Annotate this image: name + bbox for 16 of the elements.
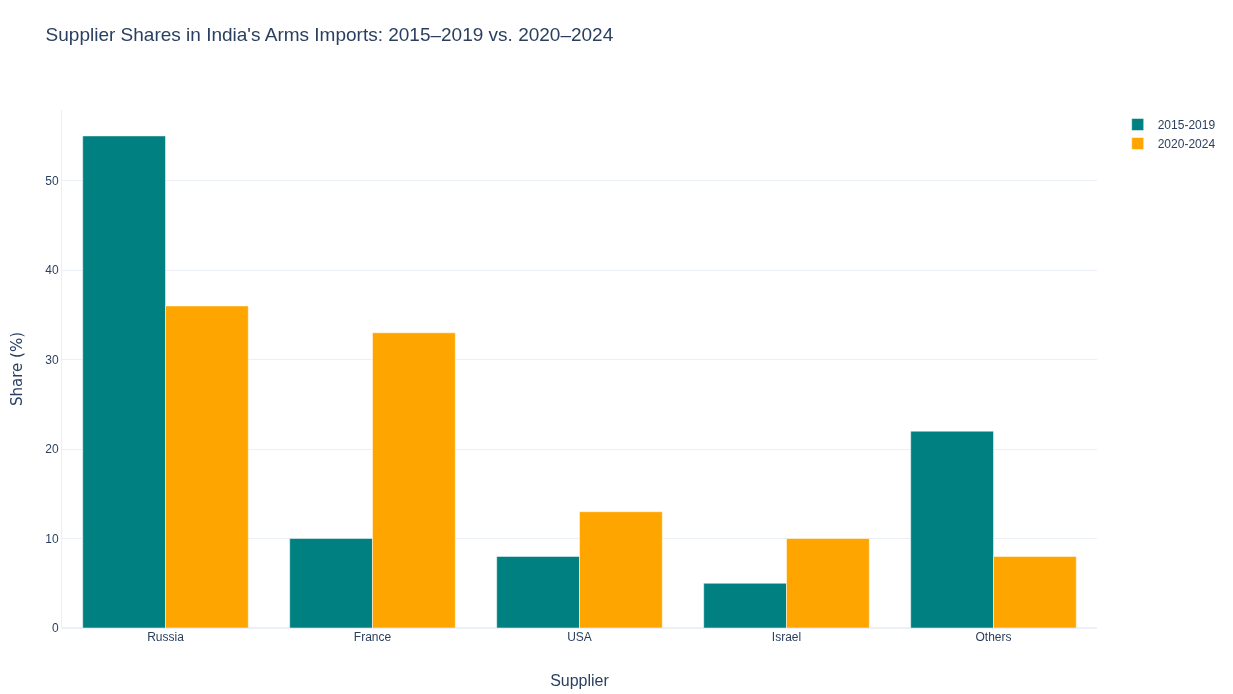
x-axis-title: Supplier: [550, 672, 610, 689]
x-tick-label: Others: [975, 630, 1012, 644]
x-tick-label: Russia: [147, 630, 185, 644]
chart-title: Supplier Shares in India's Arms Imports: 2015–2019 vs. 2020–2024: [45, 24, 614, 46]
x-tick-label: France: [353, 630, 392, 644]
y-tick-label: 40: [45, 263, 59, 278]
y-tick-label: 50: [45, 173, 59, 188]
y-tick-label: 0: [51, 621, 59, 636]
y-tick-label: 10: [45, 531, 59, 546]
y-tick-label: 20: [45, 442, 59, 457]
legend-label: 2020-2024: [1157, 137, 1216, 152]
legend-label: 2015-2019: [1157, 118, 1216, 133]
x-tick-label: Israel: [771, 630, 802, 644]
y-tick-label: 30: [45, 352, 59, 367]
y-axis-title: Share (%): [8, 331, 26, 407]
x-tick-label: USA: [567, 630, 592, 644]
